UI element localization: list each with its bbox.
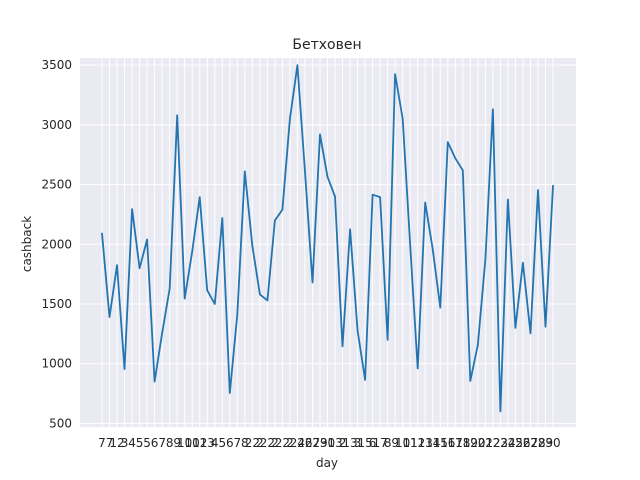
y-tick-label: 2000 [41,237,72,251]
x-tick-label: 22 [245,436,260,450]
y-tick-labels: 500 1000 1500 2000 2500 3000 3500 [41,58,72,430]
x-tick-label: 10 [185,436,200,450]
x-tick-label: 2 [271,436,279,450]
x-tick-label: 28 [530,436,545,450]
x-tick-label: 10 [177,436,192,450]
x-tick-label: 2 [339,436,347,450]
x-tick-label: 6 [151,436,159,450]
x-tick-label: 8 [384,436,392,450]
x-tick-label: 15 [433,436,448,450]
x-tick-label: 7 [233,436,241,450]
y-axis-label: cashback [20,216,34,272]
x-tick-label: 7 [158,436,166,450]
x-tick-label: 12 [192,436,207,450]
x-tick-label: 9 [391,436,399,450]
x-tick-label: 29 [538,436,553,450]
x-tick-label: 6 [226,436,234,450]
chart-title: Бетховен [292,37,361,53]
x-tick-label: 18 [455,436,470,450]
x-tick-label: 13 [418,436,433,450]
x-tick-label: 13 [342,436,357,450]
y-tick-label: 3500 [41,58,72,72]
x-tick-label: 19 [463,436,478,450]
y-tick-label: 1500 [41,297,72,311]
x-tick-label: 26 [515,436,530,450]
x-tick-label: 9 [173,436,181,450]
x-tick-label: 22 [485,436,500,450]
x-tick-label: 13 [327,436,342,450]
series-group [101,64,554,413]
y-tick-label: 500 [49,416,72,430]
x-tick-label: 30 [545,436,560,450]
x-tick-label: 20 [470,436,485,450]
x-tick-label: 13 [200,436,215,450]
x-tick-label: 3 [354,436,362,450]
x-tick-label: 6 [369,436,377,450]
x-tick-label: 17 [448,436,463,450]
x-tick-label: 16 [440,436,455,450]
x-tick-label: 5 [136,436,144,450]
x-tick-label: 23 [493,436,508,450]
x-tick-label: 10 [395,436,410,450]
x-tick-label: 24 [290,436,305,450]
x-axis-label: day [316,456,338,470]
x-tick-label: 27 [305,436,320,450]
x-tick-label: 7 [98,436,106,450]
x-tick-label: 8 [241,436,249,450]
x-tick-label: 5 [218,436,226,450]
x-tick-label: 29 [312,436,327,450]
y-tick-label: 1000 [41,357,72,371]
x-tick-label: 17 [372,436,387,450]
y-tick-label: 3000 [41,118,72,132]
x-tick-label: 12 [410,436,425,450]
x-tick-label: 27 [523,436,538,450]
x-tick-label: 2 [256,436,264,450]
x-tick-label: 14 [425,436,440,450]
cashback-line [101,64,554,413]
y-tick-label: 2500 [41,178,72,192]
x-tick-label: 3 [121,436,129,450]
x-tick-label: 7 [106,436,114,450]
x-tick-label: 21 [478,436,493,450]
x-tick-label: 8 [166,436,174,450]
x-tick-label: 2 [286,436,294,450]
x-tick-label: 26 [297,436,312,450]
x-tick-label: 24 [500,436,515,450]
x-tick-label: 11 [403,436,418,450]
x-tick-label: 15 [357,436,372,450]
x-tick-label: 25 [508,436,523,450]
x-tick-label: 12 [109,436,124,450]
x-tick-label: 30 [320,436,335,450]
x-tick-label: 22 [260,436,275,450]
x-tick-label: 5 [143,436,151,450]
x-tick-label: 22 [275,436,290,450]
x-tick-label: 4 [128,436,136,450]
x-tick-label: 4 [211,436,219,450]
